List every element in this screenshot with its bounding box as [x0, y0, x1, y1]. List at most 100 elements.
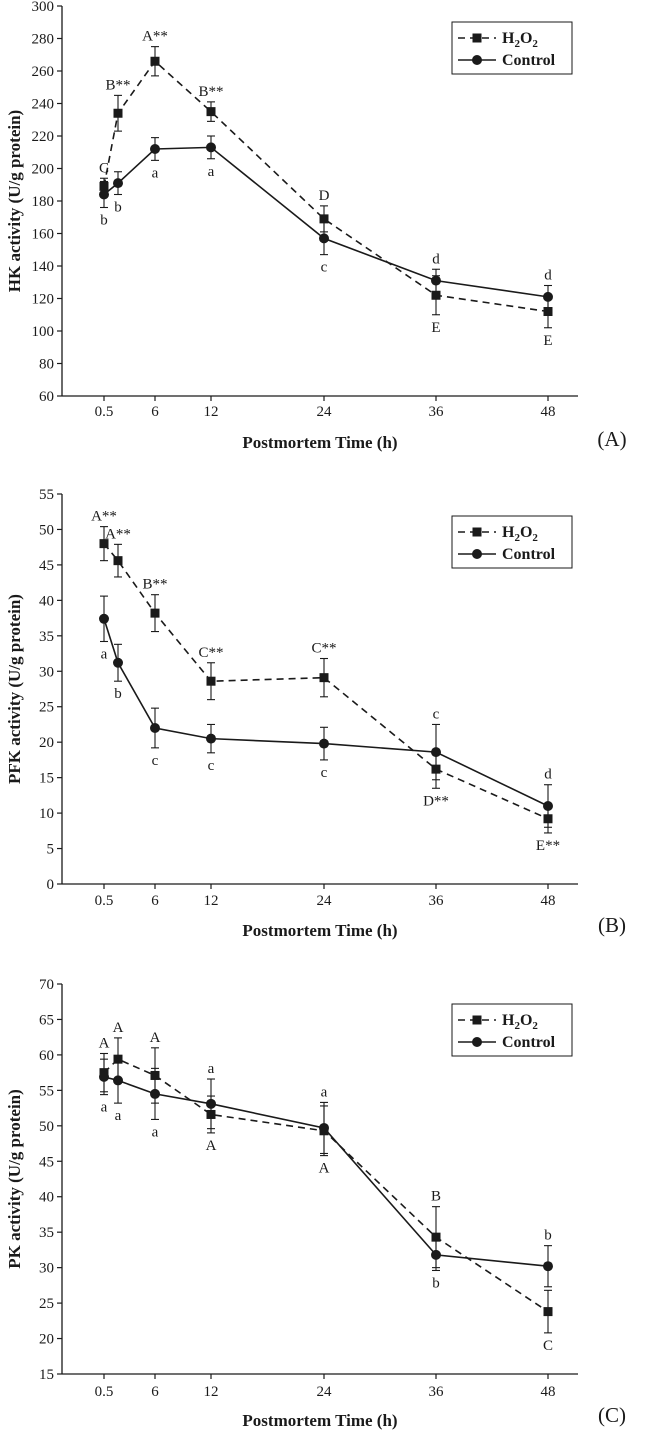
significance-label: D: [319, 188, 330, 204]
significance-label: B**: [105, 77, 130, 93]
data-point-circle: [113, 1075, 123, 1085]
data-point-circle: [206, 1099, 216, 1109]
legend-marker-circle: [472, 549, 482, 559]
y-tick-label: 100: [32, 324, 55, 340]
x-tick-label: 0.5: [95, 404, 114, 420]
significance-label: A: [319, 1161, 330, 1177]
legend: H2O2 Control: [452, 22, 572, 74]
significance-label: d: [544, 767, 552, 783]
significance-label: A**: [91, 509, 117, 525]
significance-label: a: [321, 1084, 328, 1100]
data-point-circle: [113, 178, 123, 188]
y-tick-label: 160: [32, 227, 55, 243]
significance-label: A: [150, 1030, 161, 1046]
y-tick-label: 20: [39, 1332, 54, 1348]
y-tick-label: 120: [32, 292, 55, 308]
significance-label: b: [100, 213, 108, 229]
significance-label: c: [152, 753, 159, 769]
x-tick-label: 6: [151, 893, 159, 909]
x-tick-label: 12: [204, 1384, 219, 1400]
y-tick-label: 65: [39, 1012, 54, 1028]
significance-label: c: [433, 706, 440, 722]
significance-label: d: [432, 251, 440, 267]
legend-marker-square: [473, 1016, 482, 1025]
y-tick-label: 140: [32, 259, 55, 275]
significance-label: b: [432, 1275, 440, 1291]
chart-panel-1: 60 80 100 120 140 160 180 200 220 240 260 280 300 0.5…: [5, 0, 627, 452]
x-tick-label: 6: [151, 404, 159, 420]
data-point-square: [114, 109, 123, 118]
legend-label-control: Control: [502, 52, 556, 69]
x-tick-label: 24: [317, 404, 333, 420]
significance-label: B**: [142, 577, 167, 593]
significance-label: C**: [198, 645, 223, 661]
significance-label: a: [208, 164, 215, 180]
data-point-circle: [431, 276, 441, 286]
significance-label: a: [152, 165, 159, 181]
x-axis-title: Postmortem Time (h): [242, 1411, 397, 1430]
data-point-square: [114, 556, 123, 565]
x-tick-label: 0.5: [95, 1384, 114, 1400]
significance-label: a: [101, 646, 108, 662]
series-control: abc c ccd: [99, 596, 553, 827]
significance-label: b: [114, 686, 122, 702]
significance-label: D**: [423, 793, 449, 809]
significance-label: c: [208, 758, 215, 774]
y-tick-label: 70: [39, 977, 54, 993]
y-tick-label: 5: [47, 842, 55, 858]
y-tick-label: 45: [39, 558, 54, 574]
y-tick-label: 180: [32, 194, 55, 210]
y-tick-label: 30: [39, 664, 54, 680]
significance-label: B**: [198, 84, 223, 100]
significance-label: b: [114, 200, 122, 216]
y-axis-title: PFK activity (U/g protein): [5, 594, 24, 784]
legend-label-control: Control: [502, 546, 556, 563]
data-point-circle: [543, 1261, 553, 1271]
y-tick-label: 280: [32, 32, 55, 48]
panel-label: (B): [598, 913, 626, 937]
data-point-square: [151, 57, 160, 66]
y-tick-label: 60: [39, 389, 54, 405]
x-tick-label: 12: [204, 404, 219, 420]
y-tick-label: 55: [39, 487, 54, 503]
data-point-circle: [431, 1250, 441, 1260]
x-tick-label: 6: [151, 1384, 159, 1400]
significance-label: B: [431, 1189, 441, 1205]
significance-label: C: [543, 1338, 553, 1354]
y-tick-label: 300: [32, 0, 55, 15]
y-tick-label: 60: [39, 1048, 54, 1064]
significance-label: a: [101, 1100, 108, 1116]
legend: H2O2 Control: [452, 516, 572, 568]
significance-label: A: [113, 1020, 124, 1036]
x-tick-label: 36: [429, 404, 445, 420]
y-tick-label: 240: [32, 97, 55, 113]
data-point-circle: [206, 142, 216, 152]
data-point-circle: [99, 1072, 109, 1082]
data-point-circle: [431, 747, 441, 757]
x-axis-title: Postmortem Time (h): [242, 433, 397, 452]
significance-label: d: [544, 268, 552, 284]
significance-label: a: [152, 1124, 159, 1140]
y-tick-label: 220: [32, 129, 55, 145]
x-tick-label: 48: [541, 893, 556, 909]
y-tick-label: 10: [39, 806, 54, 822]
significance-label: A**: [142, 29, 168, 45]
legend-marker-circle: [472, 55, 482, 65]
data-point-circle: [113, 658, 123, 668]
panel-label: (A): [597, 427, 626, 451]
data-point-circle: [150, 723, 160, 733]
significance-label: A: [99, 1035, 110, 1051]
y-tick-label: 0: [47, 877, 55, 893]
legend-marker-square: [473, 34, 482, 43]
significance-label: A: [206, 1138, 217, 1154]
data-point-square: [151, 609, 160, 618]
significance-label: a: [115, 1108, 122, 1124]
significance-label: C: [99, 160, 109, 176]
significance-label: C**: [311, 641, 336, 657]
significance-label: E: [431, 320, 440, 336]
y-tick-label: 25: [39, 700, 54, 716]
x-tick-label: 36: [429, 893, 445, 909]
y-tick-label: 30: [39, 1261, 54, 1277]
significance-label: A**: [105, 526, 131, 542]
x-tick-label: 12: [204, 893, 219, 909]
